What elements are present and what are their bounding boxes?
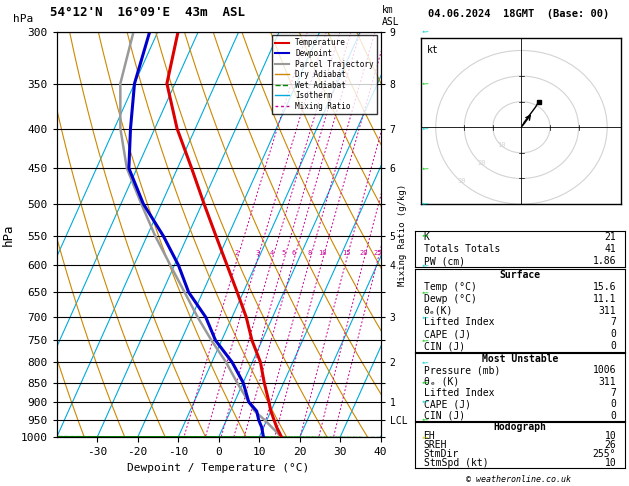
Text: ✓: ✓ <box>418 78 429 89</box>
Text: ✓: ✓ <box>418 357 429 368</box>
Text: 6: 6 <box>292 250 296 256</box>
Text: StmSpd (kt): StmSpd (kt) <box>423 458 488 468</box>
Text: hPa: hPa <box>13 14 33 24</box>
Text: 311: 311 <box>599 377 616 387</box>
Text: ✓: ✓ <box>418 335 429 346</box>
Text: Lifted Index: Lifted Index <box>423 388 494 398</box>
Text: ✓: ✓ <box>418 415 429 426</box>
Text: CIN (J): CIN (J) <box>423 411 465 421</box>
Text: 0: 0 <box>610 399 616 409</box>
Text: 54°12'N  16°09'E  43m  ASL: 54°12'N 16°09'E 43m ASL <box>50 6 245 19</box>
Text: ✓: ✓ <box>418 396 429 407</box>
Text: km
ASL: km ASL <box>382 5 399 27</box>
Text: Surface: Surface <box>499 270 540 280</box>
Text: 2: 2 <box>235 250 239 256</box>
Text: ✓: ✓ <box>418 163 429 174</box>
Text: 15.6: 15.6 <box>593 282 616 292</box>
Text: Totals Totals: Totals Totals <box>423 244 500 254</box>
Text: 1006: 1006 <box>593 365 616 375</box>
Text: Hodograph: Hodograph <box>493 422 547 432</box>
Text: 0: 0 <box>610 341 616 351</box>
Text: kt: kt <box>427 45 439 55</box>
Text: 26: 26 <box>604 440 616 450</box>
Text: Temp (°C): Temp (°C) <box>423 282 476 292</box>
Text: Pressure (mb): Pressure (mb) <box>423 365 500 375</box>
Text: 20: 20 <box>477 160 486 166</box>
Text: 10: 10 <box>604 458 616 468</box>
X-axis label: Dewpoint / Temperature (°C): Dewpoint / Temperature (°C) <box>128 463 309 473</box>
Text: Lifted Index: Lifted Index <box>423 317 494 328</box>
Text: ✓: ✓ <box>418 260 429 271</box>
Text: 20: 20 <box>360 250 368 256</box>
Text: Most Unstable: Most Unstable <box>482 354 558 364</box>
Text: 21: 21 <box>604 232 616 242</box>
Y-axis label: hPa: hPa <box>2 223 15 246</box>
Text: 4: 4 <box>270 250 274 256</box>
Text: ✓: ✓ <box>418 287 429 298</box>
Text: CIN (J): CIN (J) <box>423 341 465 351</box>
Text: 7: 7 <box>610 317 616 328</box>
Text: CAPE (J): CAPE (J) <box>423 399 470 409</box>
Text: ✓: ✓ <box>418 198 429 209</box>
Text: ✓: ✓ <box>418 432 429 443</box>
Text: EH: EH <box>423 431 435 441</box>
Text: 1.86: 1.86 <box>593 256 616 266</box>
Text: SREH: SREH <box>423 440 447 450</box>
Text: 15: 15 <box>342 250 351 256</box>
Text: 41: 41 <box>604 244 616 254</box>
Text: θₑ (K): θₑ (K) <box>423 377 459 387</box>
Text: ✓: ✓ <box>418 123 429 134</box>
Text: 30: 30 <box>457 178 465 184</box>
Text: 04.06.2024  18GMT  (Base: 00): 04.06.2024 18GMT (Base: 00) <box>428 9 609 19</box>
Text: © weatheronline.co.uk: © weatheronline.co.uk <box>466 474 571 484</box>
Text: CAPE (J): CAPE (J) <box>423 330 470 339</box>
Text: 3: 3 <box>255 250 259 256</box>
Text: θₑ(K): θₑ(K) <box>423 306 453 315</box>
Text: PW (cm): PW (cm) <box>423 256 465 266</box>
Text: 10: 10 <box>318 250 327 256</box>
Text: 311: 311 <box>599 306 616 315</box>
Legend: Temperature, Dewpoint, Parcel Trajectory, Dry Adiabat, Wet Adiabat, Isotherm, Mi: Temperature, Dewpoint, Parcel Trajectory… <box>272 35 377 114</box>
Text: Dewp (°C): Dewp (°C) <box>423 294 476 304</box>
Text: 8: 8 <box>308 250 312 256</box>
Text: ✓: ✓ <box>418 26 429 37</box>
Text: 255°: 255° <box>593 449 616 459</box>
Text: 10: 10 <box>497 142 506 148</box>
Text: 0: 0 <box>610 330 616 339</box>
Text: K: K <box>423 232 430 242</box>
Text: ✓: ✓ <box>418 312 429 323</box>
Text: 11.1: 11.1 <box>593 294 616 304</box>
Text: 10: 10 <box>604 431 616 441</box>
Text: ✓: ✓ <box>418 230 429 242</box>
Text: ✓: ✓ <box>418 377 429 388</box>
Text: 7: 7 <box>610 388 616 398</box>
Text: 0: 0 <box>610 411 616 421</box>
Text: Mixing Ratio (g/kg): Mixing Ratio (g/kg) <box>398 183 407 286</box>
Text: 5: 5 <box>282 250 286 256</box>
Text: 25: 25 <box>374 250 382 256</box>
Text: StmDir: StmDir <box>423 449 459 459</box>
